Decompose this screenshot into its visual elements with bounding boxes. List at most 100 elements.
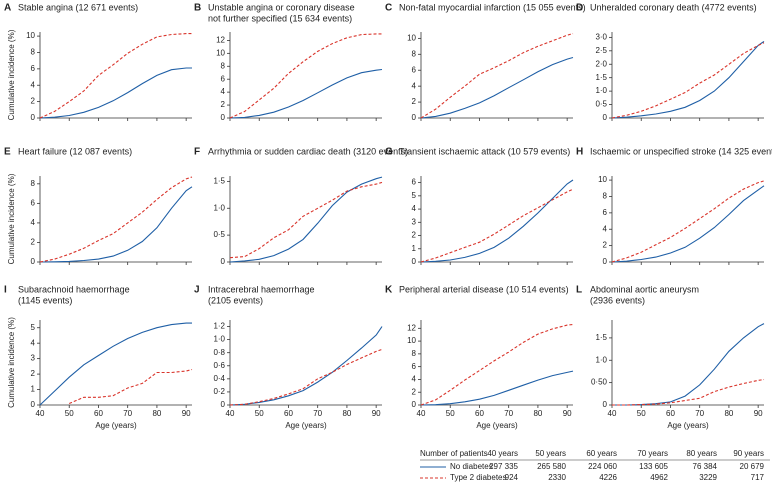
x-tick-label: 90 bbox=[563, 409, 572, 418]
y-tick-label: 4 bbox=[412, 375, 417, 384]
table-header: 70 years bbox=[637, 449, 668, 458]
y-tick-label: 2·0 bbox=[595, 59, 607, 68]
table-cell: 3229 bbox=[699, 473, 717, 482]
panel-letter: I bbox=[4, 285, 7, 296]
x-axis-label: Age (years) bbox=[285, 421, 327, 430]
series-line bbox=[420, 323, 574, 406]
series-line bbox=[229, 181, 383, 259]
table-title: Number of patients bbox=[420, 449, 488, 458]
series-line bbox=[611, 185, 765, 263]
y-tick-label: 4 bbox=[412, 81, 417, 90]
y-tick-label: 1 bbox=[412, 244, 417, 253]
y-axis-label: Cumulative incidence (%) bbox=[7, 29, 16, 120]
y-tick-label: 1 bbox=[31, 385, 36, 394]
y-tick-label: 2 bbox=[603, 241, 608, 250]
y-tick-label: 0·50 bbox=[591, 378, 608, 387]
y-tick-label: 5 bbox=[412, 191, 417, 200]
table-cell: 224 060 bbox=[588, 462, 617, 471]
x-tick-label: 80 bbox=[152, 409, 161, 418]
panel-title: Transient ischaemic attack (10 579 event… bbox=[399, 146, 570, 156]
table-cell: 76 384 bbox=[693, 462, 718, 471]
panel-letter: A bbox=[4, 3, 11, 14]
y-tick-label: 0 bbox=[412, 113, 417, 122]
series-line bbox=[39, 322, 192, 406]
y-axis-label: Cumulative incidence (%) bbox=[7, 173, 16, 264]
table-cell: 265 580 bbox=[537, 462, 566, 471]
y-tick-label: 10 bbox=[407, 336, 416, 345]
y-tick-label: 6 bbox=[603, 208, 608, 217]
panel-letter: E bbox=[4, 147, 11, 158]
panel-letter: C bbox=[385, 3, 392, 14]
y-tick-label: 1·5 bbox=[595, 73, 607, 82]
y-tick-label: 2 bbox=[412, 387, 417, 396]
x-tick-label: 60 bbox=[94, 409, 103, 418]
x-tick-label: 70 bbox=[123, 409, 132, 418]
series-line bbox=[229, 68, 383, 119]
y-tick-label: 3 bbox=[31, 354, 36, 363]
series-line bbox=[229, 326, 383, 406]
y-tick-label: 6 bbox=[412, 178, 417, 187]
y-tick-label: 6 bbox=[221, 74, 226, 83]
y-tick-label: 8 bbox=[412, 349, 417, 358]
y-tick-label: 6 bbox=[412, 65, 417, 74]
y-axis-label: Cumulative incidence (%) bbox=[7, 317, 16, 408]
panel-letter: F bbox=[194, 147, 200, 158]
y-tick-label: 3 bbox=[412, 217, 417, 226]
x-tick-label: 90 bbox=[754, 409, 763, 418]
series-line bbox=[612, 323, 765, 406]
series-line bbox=[420, 188, 574, 263]
y-tick-label: 0 bbox=[31, 400, 36, 409]
panel-title: not further specified (15 634 events) bbox=[208, 13, 352, 23]
y-tick-label: 0 bbox=[221, 257, 226, 266]
x-tick-label: 40 bbox=[36, 409, 45, 418]
y-tick-label: 0 bbox=[603, 257, 608, 266]
y-tick-label: 0 bbox=[412, 400, 417, 409]
y-tick-label: 4 bbox=[31, 218, 36, 227]
y-tick-label: 0 bbox=[31, 113, 36, 122]
y-tick-label: 8 bbox=[221, 61, 226, 70]
y-tick-label: 0 bbox=[412, 257, 417, 266]
table-cell: 924 bbox=[505, 473, 519, 482]
x-tick-label: 50 bbox=[65, 409, 74, 418]
series-line bbox=[420, 179, 574, 263]
y-tick-label: 0 bbox=[221, 400, 226, 409]
panel-title: Arrhythmia or sudden cardiac death (3120… bbox=[208, 146, 408, 156]
panel-title: Peripheral arterial disease (10 514 even… bbox=[399, 284, 569, 294]
x-tick-label: 60 bbox=[284, 409, 293, 418]
panel-title: (1145 events) bbox=[18, 295, 72, 305]
y-tick-label: 4 bbox=[221, 87, 226, 96]
y-tick-label: 2 bbox=[31, 238, 36, 247]
panel-title: Non-fatal myocardial infarction (15 055 … bbox=[399, 2, 586, 12]
y-tick-label: 1·5 bbox=[213, 176, 225, 185]
series-line bbox=[229, 33, 382, 119]
series-line bbox=[229, 176, 383, 263]
series-line bbox=[39, 33, 192, 119]
y-tick-label: 1·0 bbox=[595, 355, 607, 364]
x-tick-label: 50 bbox=[255, 409, 264, 418]
panel-title: (2936 events) bbox=[590, 295, 645, 305]
x-tick-label: 70 bbox=[313, 409, 322, 418]
y-tick-label: 2 bbox=[31, 369, 36, 378]
panel-letter: G bbox=[385, 147, 393, 158]
panel-title: Stable angina (12 671 events) bbox=[18, 2, 138, 12]
panel-letter: B bbox=[194, 3, 201, 14]
y-tick-label: 0·5 bbox=[213, 230, 225, 239]
y-tick-label: 4 bbox=[31, 338, 36, 347]
y-tick-label: 4 bbox=[603, 224, 608, 233]
table-cell: 2330 bbox=[548, 473, 566, 482]
table-cell: 717 bbox=[751, 473, 765, 482]
y-tick-label: 10 bbox=[598, 175, 607, 184]
panel-title: Heart failure (12 087 events) bbox=[18, 146, 132, 156]
series-line bbox=[611, 42, 765, 119]
panel-letter: H bbox=[576, 147, 583, 158]
y-tick-label: 1·0 bbox=[213, 335, 225, 344]
table-cell: 4226 bbox=[599, 473, 617, 482]
y-tick-label: 0·4 bbox=[213, 374, 225, 383]
table-header: 40 years bbox=[487, 449, 518, 458]
x-tick-label: 70 bbox=[695, 409, 704, 418]
x-tick-label: 80 bbox=[533, 409, 542, 418]
series-line bbox=[39, 67, 192, 119]
panel-title: (2105 events) bbox=[208, 295, 263, 305]
y-tick-label: 8 bbox=[31, 48, 36, 57]
